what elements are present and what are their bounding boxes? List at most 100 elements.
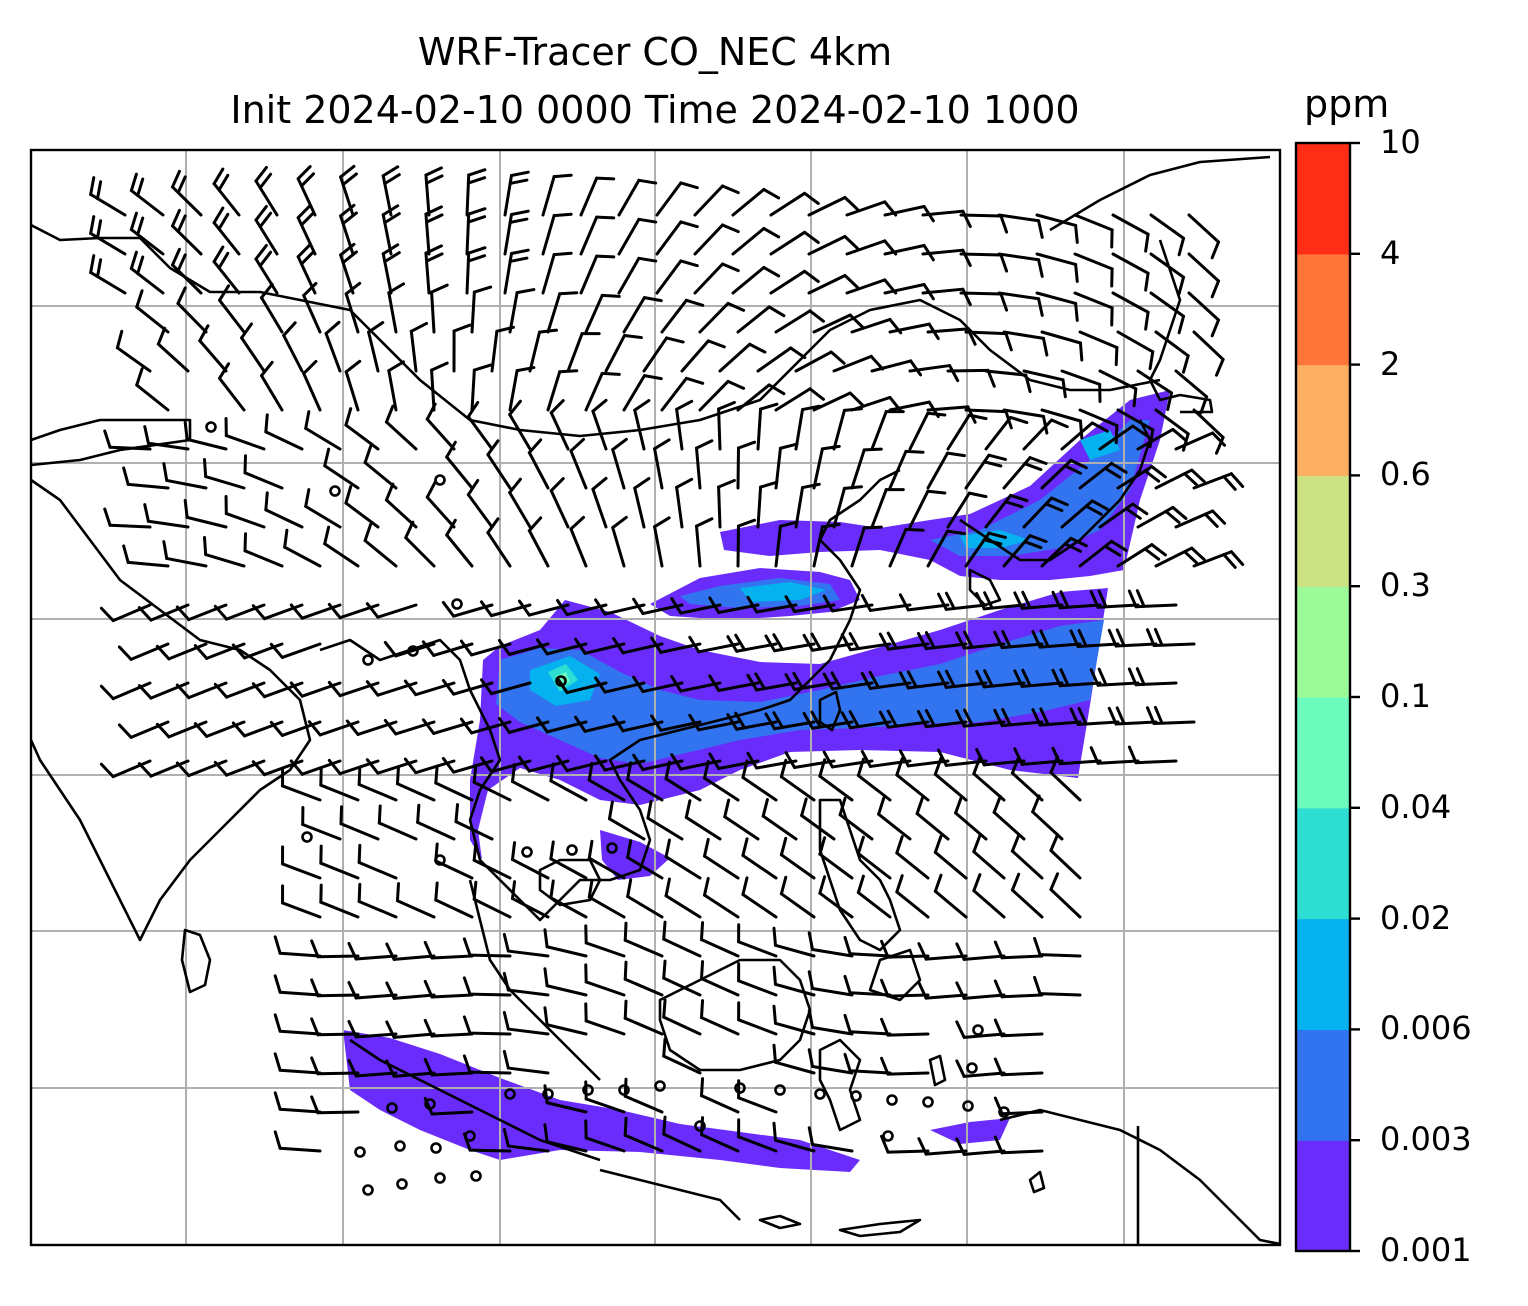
colorbar-tick-label: 0.02 <box>1380 898 1452 937</box>
wind-barb <box>693 184 740 217</box>
wind-barb <box>347 1019 398 1039</box>
wind-barb <box>623 1116 664 1153</box>
wind-barb <box>347 980 398 1000</box>
plume-south-patch <box>930 1118 1010 1144</box>
wind-barb <box>1098 369 1138 408</box>
wind-barb <box>717 400 736 451</box>
wind-barb <box>183 420 228 451</box>
wind-barb <box>310 1056 360 1076</box>
wind-barb <box>1192 330 1225 377</box>
coastline-kyushu <box>968 568 1002 607</box>
wind-barb <box>549 399 570 451</box>
wind-barb <box>908 489 947 529</box>
coastline-philippines <box>818 798 902 952</box>
calm-wind-circle <box>301 831 313 843</box>
colorbar-tick-label: 0.001 <box>1380 1231 1472 1269</box>
wind-barb <box>646 799 684 841</box>
wind-barb <box>302 359 322 412</box>
wind-barb <box>240 322 266 373</box>
wind-barb <box>430 283 449 334</box>
wind-barb <box>1136 427 1188 451</box>
wind-barb <box>1033 936 1082 958</box>
wind-barb <box>1149 252 1186 296</box>
wind-barb <box>633 399 651 451</box>
wind-barb <box>1127 745 1178 765</box>
wind-barb <box>736 305 786 334</box>
wind-barb <box>1116 465 1167 490</box>
wind-barb <box>703 837 740 880</box>
wind-barb <box>543 1084 588 1114</box>
wind-barb <box>741 876 778 919</box>
calm-wind-circle <box>582 1084 594 1096</box>
wind-barb <box>955 630 1006 650</box>
wind-barb <box>202 536 246 568</box>
wind-barb <box>680 339 726 373</box>
wind-barb <box>850 447 883 490</box>
wind-barb <box>251 603 304 621</box>
wind-barb <box>137 681 190 700</box>
plume-core-north <box>740 582 826 602</box>
wind-barb <box>445 518 474 568</box>
wind-barb <box>1060 499 1109 529</box>
wind-barb <box>860 593 912 612</box>
wind-barb <box>955 1059 1006 1078</box>
wind-barb <box>1127 667 1178 687</box>
wind-barb <box>626 839 664 880</box>
wind-barb <box>917 981 968 1000</box>
wind-barb <box>264 491 304 529</box>
wind-barb <box>1040 536 1088 568</box>
wind-barb <box>212 245 241 295</box>
wind-barb <box>310 978 360 998</box>
calm-wind-circle <box>504 1088 516 1100</box>
wind-barb <box>860 749 912 768</box>
wind-barb <box>1035 213 1079 244</box>
wind-barb <box>718 342 767 373</box>
wind-barb <box>135 289 170 334</box>
wind-barb <box>296 204 317 256</box>
wind-barb <box>273 935 322 958</box>
coastline-borneo <box>658 958 812 1072</box>
coastline-taiwan <box>818 690 842 732</box>
wind-barb <box>626 761 664 802</box>
wind-barb <box>527 516 550 568</box>
wind-barb <box>566 332 601 373</box>
wind-barb <box>832 407 863 451</box>
wind-barb <box>878 631 930 651</box>
wind-barb <box>984 493 1029 529</box>
wind-barb <box>812 444 841 490</box>
wind-barb <box>959 213 1009 234</box>
wind-barb <box>698 379 746 412</box>
wind-barb <box>117 642 170 661</box>
wind-barb <box>584 963 626 997</box>
wind-barb <box>708 674 760 693</box>
wind-barb <box>1192 408 1225 455</box>
wind-barb <box>664 877 702 919</box>
wind-barb <box>1078 461 1128 490</box>
wind-barb <box>807 1048 854 1075</box>
wind-barb <box>213 759 266 777</box>
wind-barb <box>698 301 746 334</box>
wind-barb <box>955 708 1006 728</box>
wind-barb <box>955 1137 1006 1156</box>
wind-barb <box>699 1077 740 1114</box>
wind-barb <box>737 1118 778 1153</box>
wind-barb <box>964 531 1007 568</box>
wind-barb <box>503 248 530 295</box>
calm-wind-circle <box>542 1088 554 1100</box>
wind-barb <box>779 836 816 880</box>
wind-barb <box>926 529 966 568</box>
wind-barb <box>1174 369 1209 415</box>
wind-barb <box>779 758 816 802</box>
wind-barb <box>385 1059 436 1078</box>
wind-barb <box>231 642 284 660</box>
colorbar-segment <box>1296 918 1350 1030</box>
wind-barb <box>856 874 892 919</box>
colorbar-segment <box>1296 586 1350 698</box>
wind-barb <box>662 1115 702 1153</box>
wind-barb <box>282 321 304 373</box>
wind-barb <box>642 336 685 373</box>
wind-barb <box>385 942 436 961</box>
wind-barb <box>1031 707 1082 727</box>
wind-barb <box>937 669 988 689</box>
wind-barb <box>604 334 643 373</box>
